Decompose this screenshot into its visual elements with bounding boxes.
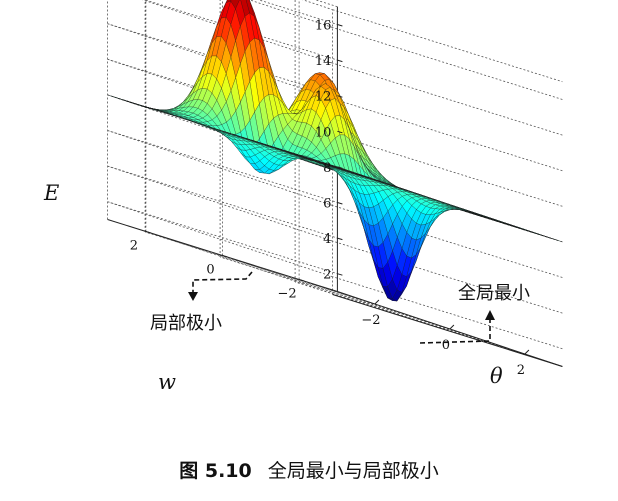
z-tick-label: 8 xyxy=(323,161,331,176)
surface-mesh xyxy=(107,0,563,302)
x-axis-title: θ xyxy=(490,364,503,388)
x-tick-label: −2 xyxy=(361,313,380,328)
axis-grid xyxy=(107,0,563,367)
annotations: 局部极小 全局最小 xyxy=(150,271,530,344)
figure-caption: 图 5.10 全局最小与局部极小 xyxy=(0,456,618,483)
figure-number: 图 5.10 xyxy=(179,460,252,482)
y-tick-label: 0 xyxy=(206,263,214,278)
global-min-label: 全局最小 xyxy=(458,283,530,304)
y-axis-title: w xyxy=(158,370,176,394)
local-min-arrow xyxy=(192,271,253,296)
y-tick-label: −2 xyxy=(278,287,297,302)
local-min-arrowhead xyxy=(188,292,198,301)
z-tick-label: 12 xyxy=(315,90,332,105)
global-min-arrowhead xyxy=(485,310,495,320)
figure-caption-text: 全局最小与局部极小 xyxy=(267,460,439,482)
z-axis-title: E xyxy=(43,181,59,205)
axis-titles: E w θ xyxy=(43,181,503,394)
y-tick-label: 2 xyxy=(130,239,138,254)
z-tick-label: 6 xyxy=(323,197,331,212)
z-tick-label: 10 xyxy=(315,125,332,140)
z-tick-label: 16 xyxy=(315,19,332,34)
tick-labels: 2 4 6 8 10 12 14 16 −2 0 2 2 0 −2 xyxy=(130,19,530,378)
surface-chart: 2 4 6 8 10 12 14 16 −2 0 2 2 0 −2 E w θ 局部极小 全局最小 xyxy=(43,0,563,394)
z-tick-label: 4 xyxy=(323,232,331,247)
x-tick-label: 0 xyxy=(442,338,450,353)
z-tick-label: 14 xyxy=(315,54,332,69)
local-min-label: 局部极小 xyxy=(150,313,222,334)
z-tick-label: 2 xyxy=(323,268,331,283)
x-tick-label: 2 xyxy=(517,363,525,378)
